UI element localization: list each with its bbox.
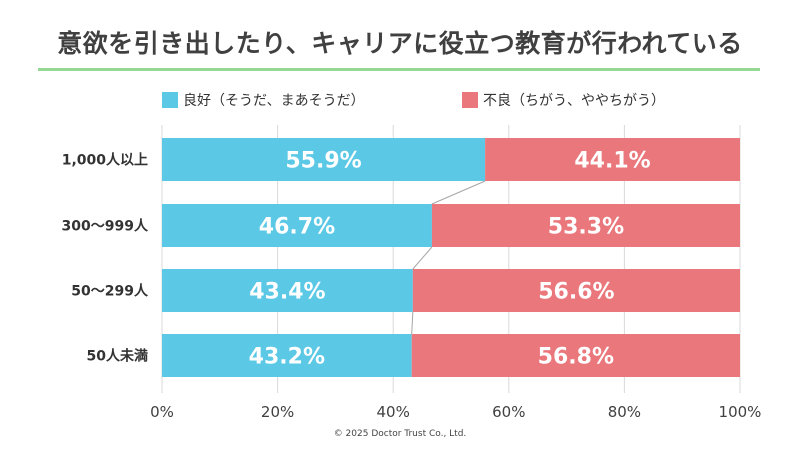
legend-swatch-bad xyxy=(462,92,478,108)
copyright-footer: © 2025 Doctor Trust Co., Ltd. xyxy=(333,429,467,439)
x-tick-label: 40% xyxy=(377,403,410,421)
bar-segment xyxy=(162,138,486,181)
category-label: 1,000人以上 xyxy=(62,152,148,169)
legend-label-bad: 不良（ちがう、ややちがう） xyxy=(483,93,665,109)
data-label: 43.2% xyxy=(249,345,325,370)
category-label: 50人未満 xyxy=(87,348,148,365)
bar-segment xyxy=(412,269,740,312)
chart-title: 意欲を引き出したり、キャリアに役立つ教育が行われている xyxy=(57,29,743,58)
legend-item-good: 良好（そうだ、まあそうだ） xyxy=(162,90,365,110)
bar-segment xyxy=(485,138,740,181)
x-tick-label: 100% xyxy=(719,403,762,421)
category-label: 50～299人 xyxy=(71,283,149,300)
data-label: 56.6% xyxy=(538,280,614,305)
x-tick-label: 80% xyxy=(608,403,641,421)
legend-label-good: 良好（そうだ、まあそうだ） xyxy=(183,93,365,109)
data-label: 46.7% xyxy=(259,215,335,240)
x-tick-label: 0% xyxy=(150,403,174,421)
data-label: 43.4% xyxy=(249,280,325,305)
x-tick-label: 60% xyxy=(492,403,525,421)
connector-line xyxy=(412,246,433,270)
connector-line xyxy=(411,311,414,335)
bar-segment xyxy=(162,334,412,377)
bar-segment xyxy=(162,204,432,247)
title-underline xyxy=(38,68,760,71)
legend-item-bad: 不良（ちがう、ややちがう） xyxy=(462,90,665,110)
x-tick-label: 20% xyxy=(261,403,294,421)
connector-line xyxy=(431,180,486,205)
data-label: 55.9% xyxy=(285,149,361,174)
bar-segment xyxy=(411,334,740,377)
bar-segment xyxy=(162,269,413,312)
data-label: 56.8% xyxy=(538,345,614,370)
legend: 良好（そうだ、まあそうだ） 不良（ちがう、ややちがう） xyxy=(162,90,742,112)
legend-swatch-good xyxy=(162,92,178,108)
data-label: 53.3% xyxy=(548,215,624,240)
bar-segment xyxy=(431,204,740,247)
category-label: 300～999人 xyxy=(62,218,149,235)
data-label: 44.1% xyxy=(574,149,650,174)
